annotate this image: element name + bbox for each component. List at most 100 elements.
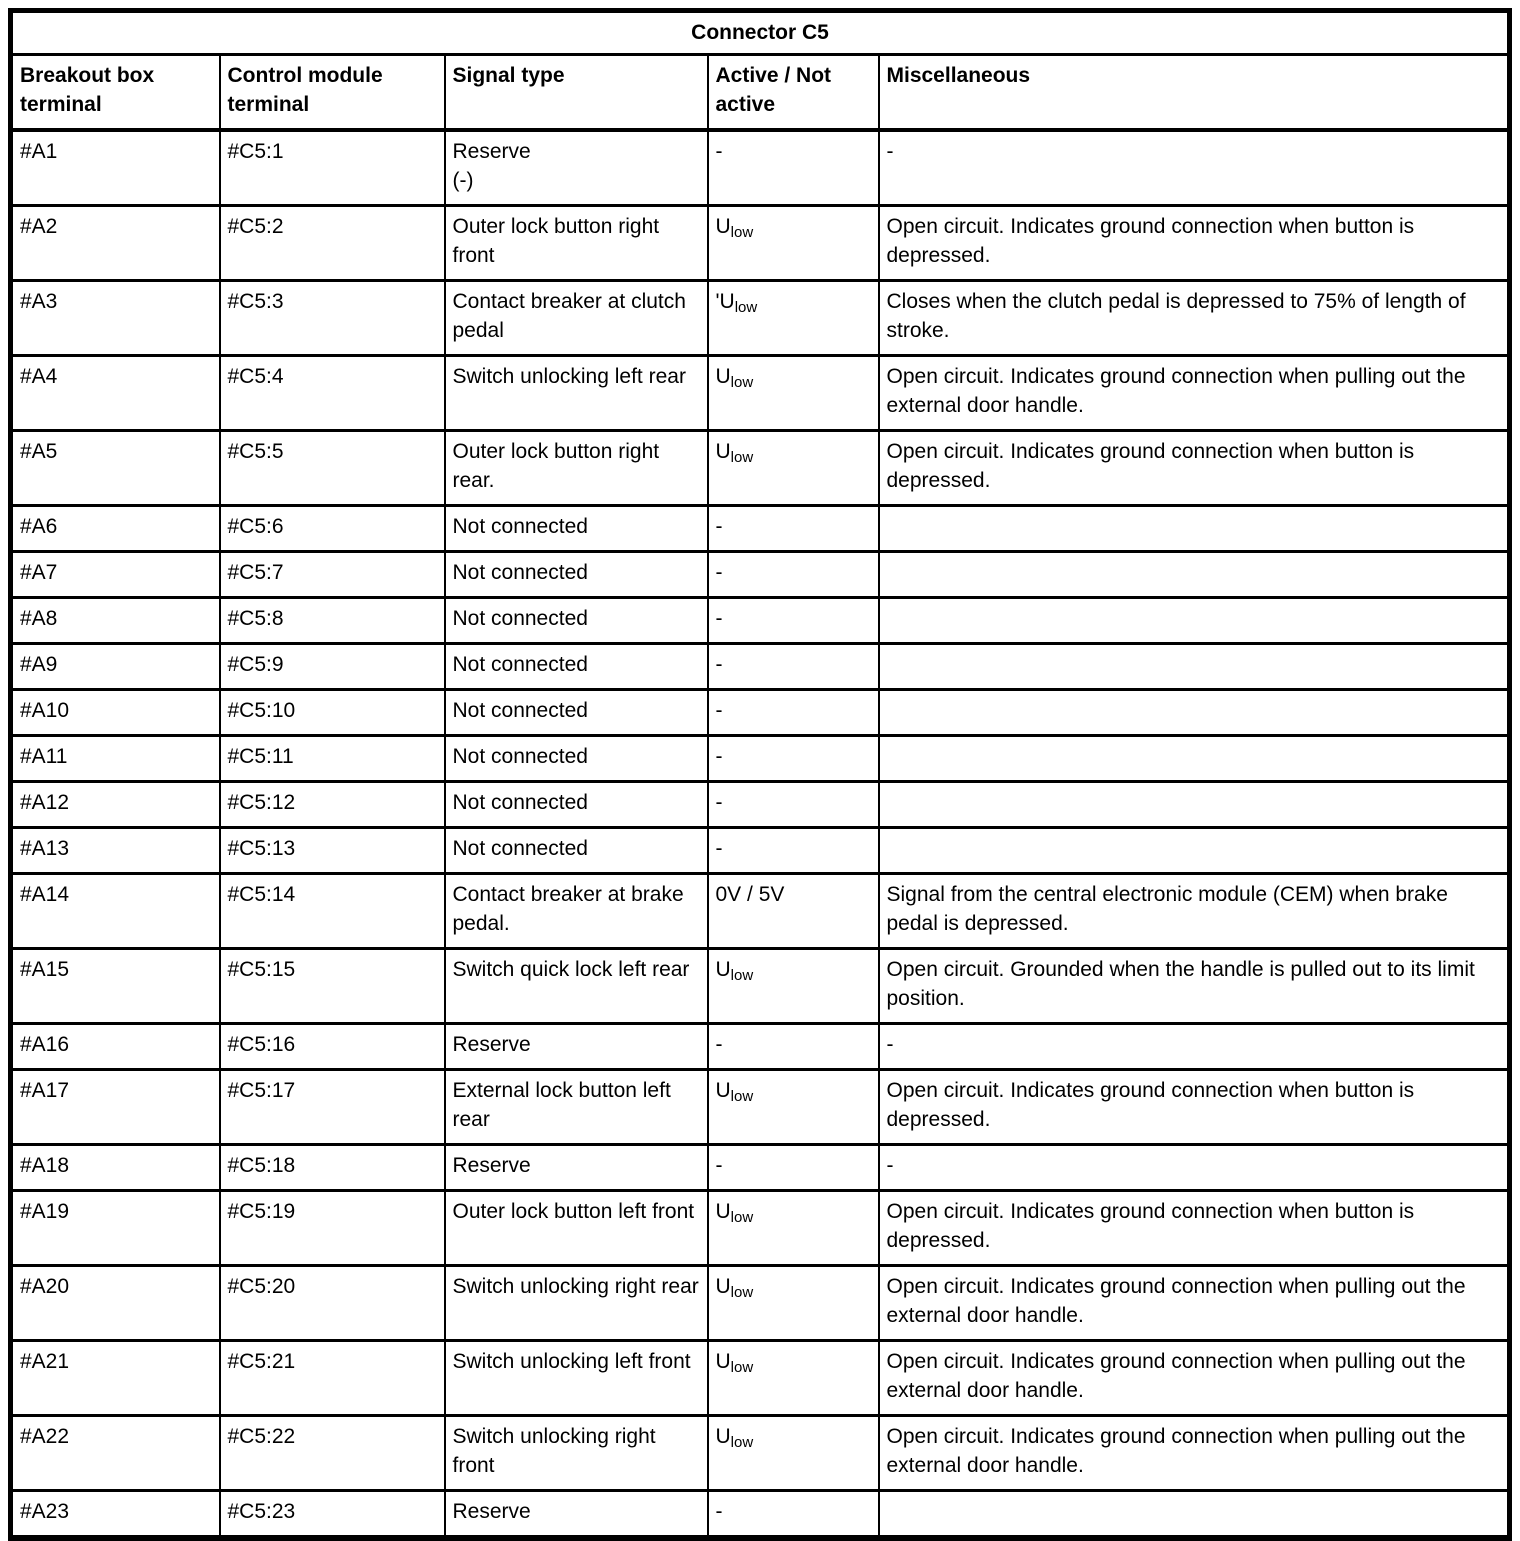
table-row: #A6 #C5:6 Not connected - (9, 504, 1511, 553)
cell-active: Ulow (706, 429, 880, 507)
cell-breakout: #A17 (9, 1068, 221, 1146)
col-header-breakout-box-terminal: Breakout box terminal (9, 53, 221, 132)
cell-active: - (706, 1489, 880, 1540)
cell-module: #C5:15 (218, 947, 446, 1025)
subscript: low (730, 449, 754, 466)
table-row: #A9 #C5:9 Not connected - (9, 642, 1511, 691)
cell-signal: Reserve (443, 1022, 709, 1071)
cell-misc: Open circuit. Indicates ground connectio… (877, 1189, 1511, 1267)
cell-breakout: #A8 (9, 596, 221, 645)
cell-module: #C5:10 (218, 688, 446, 737)
cell-signal: Switch quick lock left rear (443, 947, 709, 1025)
table-row: #A15 #C5:15 Switch quick lock left rear Ulo… (9, 947, 1511, 1025)
cell-active: Ulow (706, 1068, 880, 1146)
cell-breakout: #A16 (9, 1022, 221, 1071)
cell-module: #C5:2 (218, 204, 446, 282)
table-row: #A10 #C5:10 Not connected - (9, 688, 1511, 737)
table-body: #A1 #C5:1 Reserve (-) - - #A2 #C5:2 Outer lock … (9, 128, 1511, 1540)
table-row: #A18 #C5:18 Reserve - - (9, 1143, 1511, 1192)
cell-signal: Not connected (443, 780, 709, 829)
cell-misc (877, 688, 1511, 737)
cell-misc (877, 826, 1511, 875)
cell-signal: Outer lock button left front (443, 1189, 709, 1267)
cell-signal: Switch unlocking left rear (443, 354, 709, 432)
subscript: low (730, 374, 754, 391)
cell-breakout: #A1 (9, 128, 221, 207)
table-row: #A20 #C5:20 Switch unlocking right rear Ulo… (9, 1264, 1511, 1342)
cell-breakout: #A19 (9, 1189, 221, 1267)
cell-breakout: #A15 (9, 947, 221, 1025)
cell-breakout: #A9 (9, 642, 221, 691)
table-row: #A12 #C5:12 Not connected - (9, 780, 1511, 829)
cell-active: Ulow (706, 947, 880, 1025)
table-row: #A11 #C5:11 Not connected - (9, 734, 1511, 783)
col-header-active-not-active: Active / Not active (706, 53, 880, 132)
cell-active: - (706, 780, 880, 829)
subscript: low (730, 1434, 754, 1451)
cell-active: - (706, 128, 880, 207)
cell-signal: Not connected (443, 550, 709, 599)
cell-misc: Open circuit. Indicates ground connectio… (877, 1414, 1511, 1492)
cell-active: - (706, 596, 880, 645)
cell-active: - (706, 642, 880, 691)
cell-active: 'Ulow (706, 279, 880, 357)
cell-breakout: #A13 (9, 826, 221, 875)
document-page: Connector C5 Breakout box terminal Contr… (8, 8, 1512, 1541)
cell-breakout: #A12 (9, 780, 221, 829)
subscript: low (730, 1209, 754, 1226)
cell-module: #C5:7 (218, 550, 446, 599)
table-row: #A3 #C5:3 Contact breaker at clutch pedal '… (9, 279, 1511, 357)
cell-misc: Open circuit. Indicates ground connectio… (877, 1339, 1511, 1417)
cell-active: - (706, 1022, 880, 1071)
table-row: #A4 #C5:4 Switch unlocking left rear Ulow Op… (9, 354, 1511, 432)
table-row: #A17 #C5:17 External lock button left rear… (9, 1068, 1511, 1146)
table-row: #A19 #C5:19 Outer lock button left front Ul… (9, 1189, 1511, 1267)
cell-signal: Switch unlocking right rear (443, 1264, 709, 1342)
cell-module: #C5:5 (218, 429, 446, 507)
table-title-row: Connector C5 (9, 9, 1511, 56)
cell-module: #C5:19 (218, 1189, 446, 1267)
cell-misc: Open circuit. Indicates ground connectio… (877, 1264, 1511, 1342)
table-header-row: Breakout box terminal Control module ter… (9, 53, 1511, 132)
cell-active: Ulow (706, 354, 880, 432)
cell-active: - (706, 688, 880, 737)
cell-signal: Contact breaker at clutch pedal (443, 279, 709, 357)
cell-misc (877, 504, 1511, 553)
cell-breakout: #A20 (9, 1264, 221, 1342)
cell-signal: Not connected (443, 596, 709, 645)
cell-module: #C5:13 (218, 826, 446, 875)
cell-active: Ulow (706, 204, 880, 282)
cell-signal: Reserve (443, 1489, 709, 1540)
table-row: #A16 #C5:16 Reserve - - (9, 1022, 1511, 1071)
table-row: #A2 #C5:2 Outer lock button right front Ulo… (9, 204, 1511, 282)
col-header-signal-type: Signal type (443, 53, 709, 132)
subscript: low (730, 224, 754, 241)
col-header-control-module-terminal: Control module terminal (218, 53, 446, 132)
cell-signal: Reserve (-) (443, 128, 709, 207)
subscript: low (730, 1088, 754, 1105)
cell-misc: - (877, 128, 1511, 207)
cell-signal: Outer lock button right front (443, 204, 709, 282)
cell-module: #C5:1 (218, 128, 446, 207)
cell-misc (877, 596, 1511, 645)
cell-misc: Open circuit. Indicates ground connectio… (877, 429, 1511, 507)
cell-module: #C5:6 (218, 504, 446, 553)
cell-misc (877, 734, 1511, 783)
cell-breakout: #A14 (9, 872, 221, 950)
cell-misc: Open circuit. Indicates ground connectio… (877, 354, 1511, 432)
cell-module: #C5:11 (218, 734, 446, 783)
table-row: #A14 #C5:14 Contact breaker at brake pedal… (9, 872, 1511, 950)
cell-module: #C5:17 (218, 1068, 446, 1146)
cell-active: - (706, 734, 880, 783)
cell-breakout: #A21 (9, 1339, 221, 1417)
table-row: #A5 #C5:5 Outer lock button right rear. Ulo… (9, 429, 1511, 507)
cell-module: #C5:22 (218, 1414, 446, 1492)
col-header-miscellaneous: Miscellaneous (877, 53, 1511, 132)
cell-breakout: #A4 (9, 354, 221, 432)
cell-breakout: #A3 (9, 279, 221, 357)
cell-signal: Not connected (443, 734, 709, 783)
subscript: low (730, 967, 754, 984)
cell-signal: Contact breaker at brake pedal. (443, 872, 709, 950)
cell-misc: Signal from the central electronic modul… (877, 872, 1511, 950)
cell-active: Ulow (706, 1414, 880, 1492)
